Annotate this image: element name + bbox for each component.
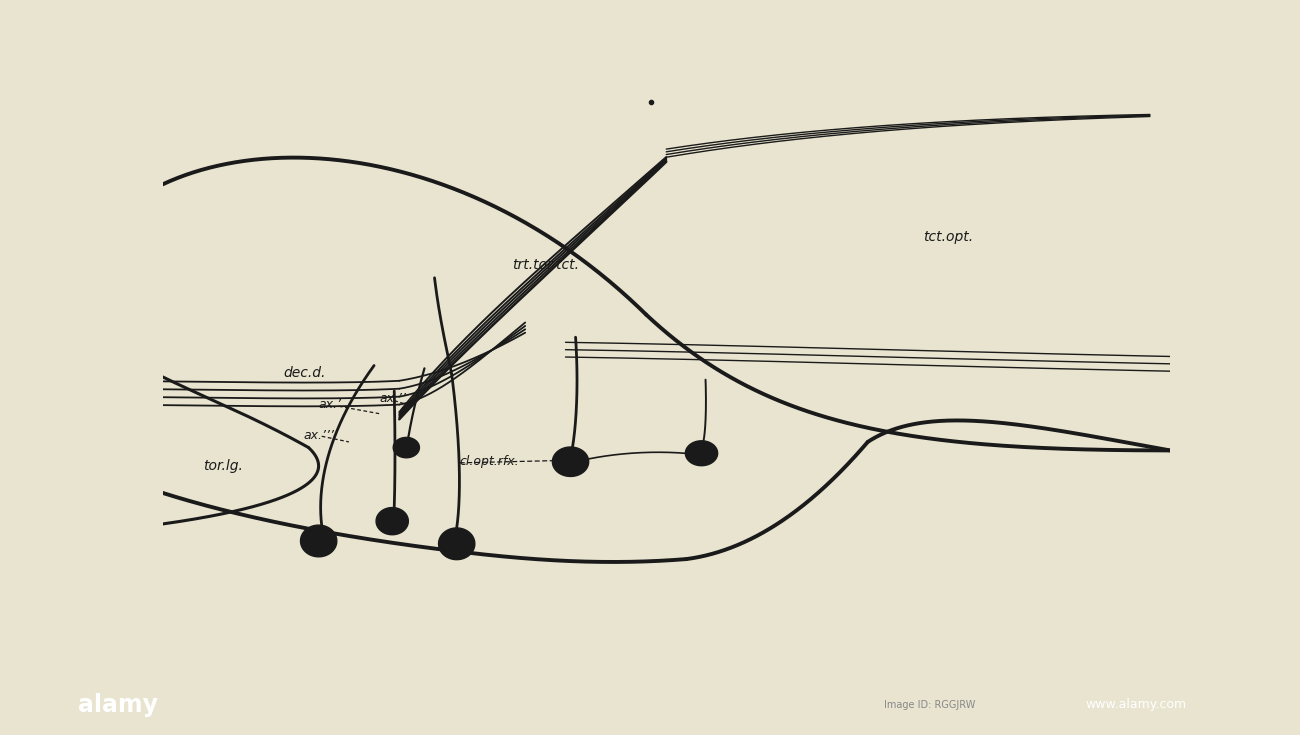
Polygon shape [393, 437, 420, 458]
Text: cl.opt.rfx.: cl.opt.rfx. [460, 454, 519, 467]
Text: dec.d.: dec.d. [283, 366, 326, 380]
Text: www.alamy.com: www.alamy.com [1086, 698, 1187, 711]
Text: Image ID: RGGJRW: Image ID: RGGJRW [884, 700, 975, 710]
Text: ax.’’: ax.’’ [380, 392, 406, 405]
Text: ax.’’’: ax.’’’ [304, 429, 334, 442]
Polygon shape [438, 528, 474, 559]
Polygon shape [300, 525, 337, 557]
Text: ax.’: ax.’ [318, 398, 342, 411]
Text: alamy: alamy [78, 693, 159, 717]
Text: trt.tor.tct.: trt.tor.tct. [512, 258, 578, 272]
Text: tct.opt.: tct.opt. [923, 230, 974, 244]
Polygon shape [376, 508, 408, 535]
Polygon shape [685, 441, 718, 466]
Text: tor.lg.: tor.lg. [203, 459, 243, 473]
Polygon shape [552, 447, 589, 476]
